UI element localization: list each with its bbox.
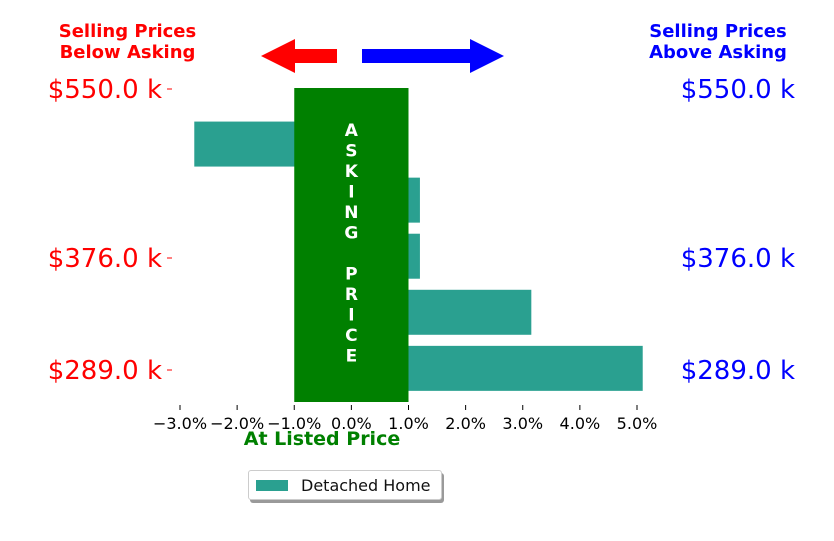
- legend-label: Detached Home: [301, 476, 431, 495]
- right-arrow-icon: [362, 39, 504, 73]
- asking-price-letter: R: [345, 285, 358, 305]
- y-tick-label-left: $289.0 k: [48, 356, 162, 386]
- asking-price-letter: S: [345, 142, 357, 162]
- x-tick-label: 1.0%: [388, 414, 429, 433]
- x-tick-label: 0.0%: [331, 414, 372, 433]
- x-tick-label: 4.0%: [560, 414, 601, 433]
- header-below-line2: Below Asking: [59, 42, 196, 63]
- header-below-line1: Selling Prices: [58, 21, 197, 42]
- direction-arrows: [261, 39, 504, 73]
- header-above-line1: Selling Prices: [649, 21, 787, 42]
- asking-price-band: [294, 88, 409, 402]
- header-above-asking: Selling Prices Above Asking: [628, 21, 808, 63]
- header-above-line2: Above Asking: [649, 42, 787, 63]
- legend-swatch: [256, 480, 288, 491]
- x-tick-label: −3.0%: [153, 414, 207, 433]
- legend: Detached Home: [248, 470, 442, 500]
- asking-price-letter: P: [345, 265, 357, 285]
- x-tick-label: 3.0%: [502, 414, 543, 433]
- asking-price-letter: I: [348, 183, 354, 203]
- asking-price-letter: A: [345, 121, 359, 141]
- bars-layer: [194, 121, 643, 391]
- asking-price-letter: N: [344, 203, 358, 223]
- y-tick-label-right: $550.0 k: [681, 75, 795, 105]
- asking-price-letter: K: [345, 162, 359, 182]
- x-tick-label: 2.0%: [445, 414, 486, 433]
- y-tick-layer: $550.0 k $550.0 k $376.0 k $376.0 k $289.0 k…: [48, 75, 795, 386]
- x-tick-label: −1.0%: [267, 414, 321, 433]
- asking-price-letter: E: [346, 347, 358, 367]
- x-tick-label: 5.0%: [617, 414, 658, 433]
- asking-price-letter: G: [344, 224, 358, 244]
- x-axis-label: At Listed Price: [244, 428, 400, 450]
- y-tick-label-right: $289.0 k: [681, 356, 795, 386]
- asking-price-letter: C: [345, 326, 357, 346]
- x-tick-layer: −3.0% −2.0% −1.0% 0.0% 1.0% 2.0% 3.0% 4.0% 5.0%: [153, 405, 657, 433]
- y-tick-label-left: $550.0 k: [48, 75, 162, 105]
- y-tick-label-left: $376.0 k: [48, 244, 162, 274]
- x-tick-label: −2.0%: [210, 414, 264, 433]
- y-tick-label-right: $376.0 k: [681, 244, 795, 274]
- header-below-asking: Selling Prices Below Asking: [40, 21, 215, 63]
- asking-price-letter: I: [348, 306, 354, 326]
- left-arrow-icon: [261, 39, 337, 73]
